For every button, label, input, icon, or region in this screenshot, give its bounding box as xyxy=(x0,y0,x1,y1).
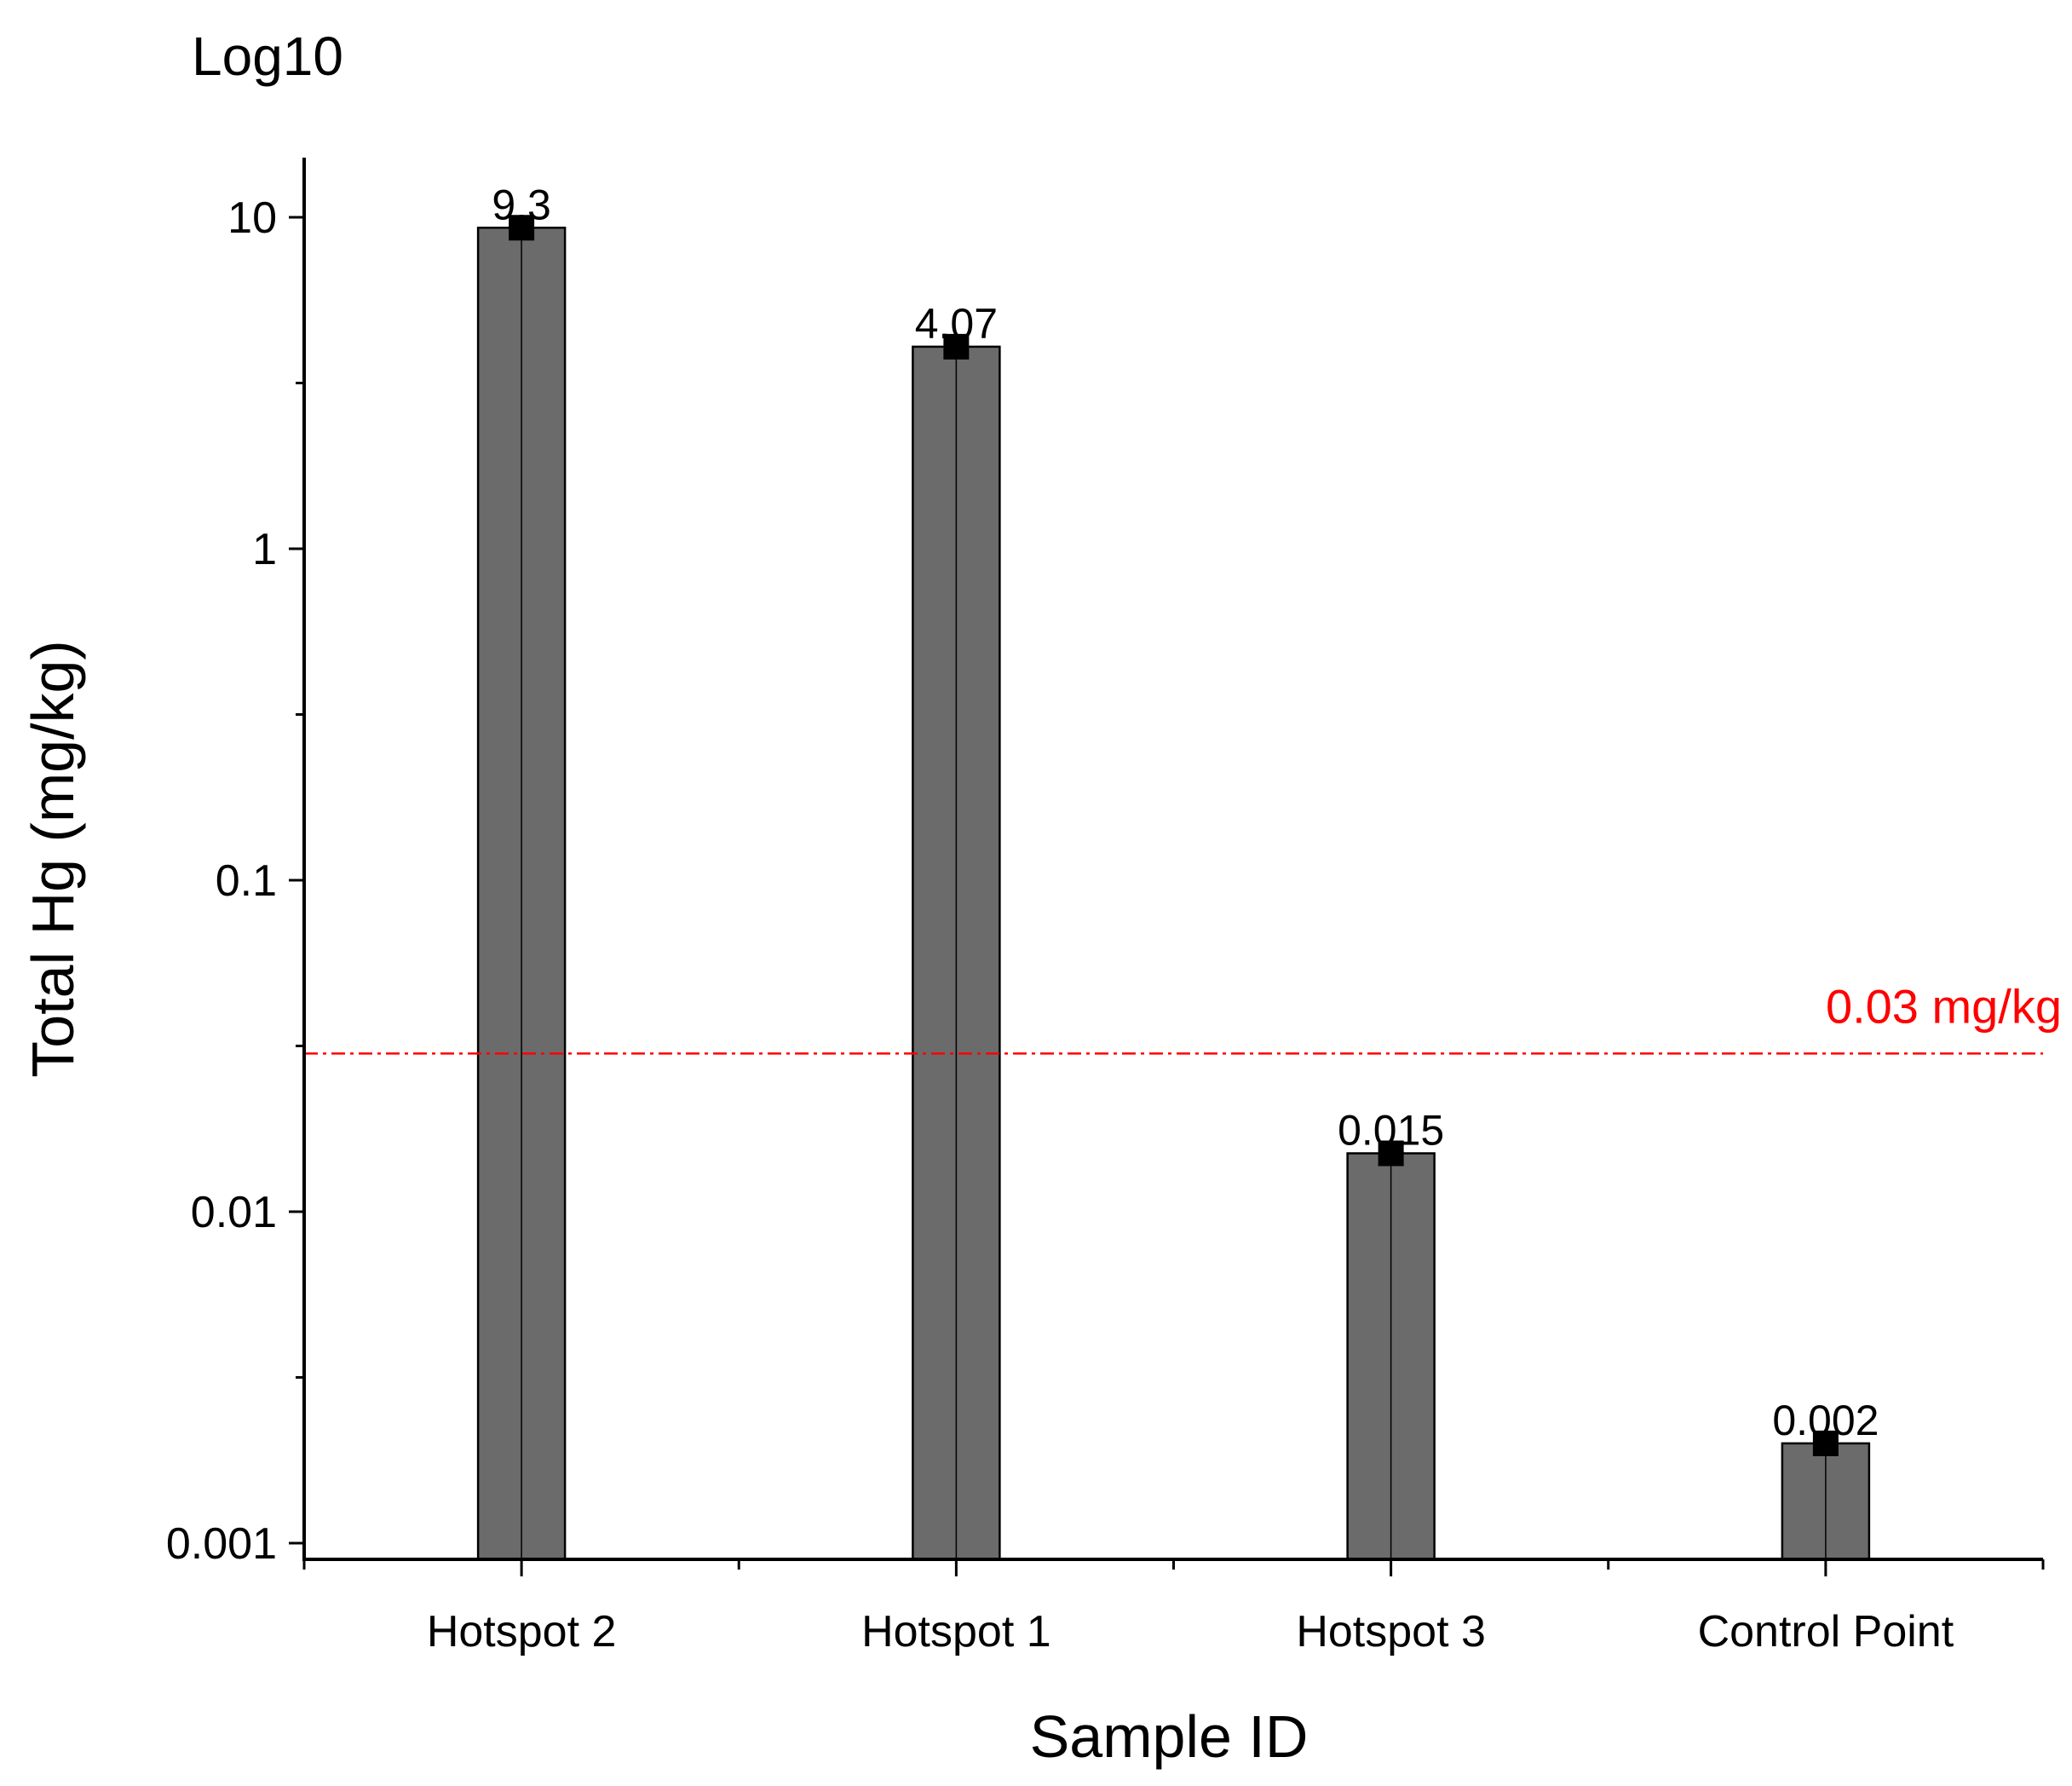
data-point-marker xyxy=(943,333,970,360)
y-tick-label: 0.1 xyxy=(216,856,277,906)
y-axis-title: Total Hg (mg/kg) xyxy=(20,640,86,1077)
axes-layer xyxy=(289,158,2045,1576)
x-tick-label: Hotspot 2 xyxy=(427,1607,617,1656)
x-tick-label: Hotspot 1 xyxy=(861,1607,1051,1656)
reference-line-label: 0.03 mg/kg xyxy=(1826,979,2062,1033)
y-tick-label: 0.01 xyxy=(191,1188,277,1237)
labels-layer: 9.3 4.07 0.015 0.002 0.001 0.01 0.1 1 10 Hotspot … xyxy=(166,181,1954,1656)
data-label: 4.07 xyxy=(915,300,998,348)
data-label: 0.002 xyxy=(1772,1397,1879,1444)
y-tick-label: 1 xyxy=(252,525,277,574)
y-tick-label: 0.001 xyxy=(166,1519,277,1569)
data-label: 9.3 xyxy=(492,181,551,228)
data-point-marker xyxy=(509,215,535,241)
data-point-marker xyxy=(1378,1140,1404,1167)
y-tick-label: 10 xyxy=(227,193,277,243)
x-axis-title: Sample ID xyxy=(1030,1703,1309,1770)
log-scale-note: Log10 xyxy=(192,26,343,87)
data-label: 0.015 xyxy=(1338,1107,1444,1155)
x-tick-label: Control Point xyxy=(1698,1607,1954,1656)
x-tick-label: Hotspot 3 xyxy=(1296,1607,1486,1656)
reference-line-layer: 0.03 mg/kg xyxy=(304,979,2062,1055)
bars-layer xyxy=(476,215,1871,1561)
data-point-marker xyxy=(1812,1430,1839,1456)
